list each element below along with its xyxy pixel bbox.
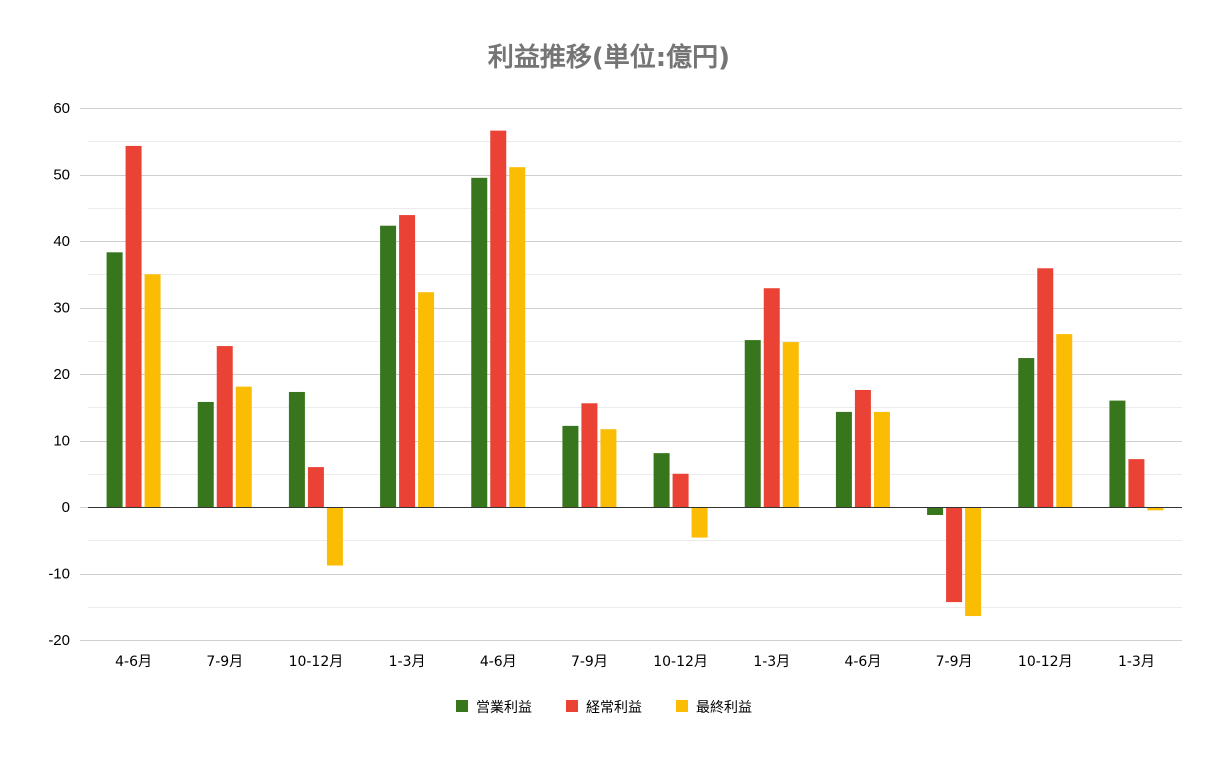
x-axis-ticks: 4-6月 7-9月 10-12月 1-3月 4-6月 7-9月 10-12月 1-3月 4-6月… bbox=[115, 654, 1155, 670]
bar-営業利益-11 bbox=[1109, 400, 1126, 507]
legend-swatch-1 bbox=[566, 700, 578, 712]
y-tick-label: 40 bbox=[53, 233, 70, 250]
bar-経常利益-0 bbox=[125, 145, 142, 507]
y-tick-label: 20 bbox=[53, 366, 70, 383]
bar-最終利益-7 bbox=[782, 342, 799, 507]
y-tick-label: -20 bbox=[48, 632, 70, 649]
bar-営業利益-10 bbox=[1018, 358, 1035, 507]
x-tick-label: 1-3月 bbox=[389, 654, 426, 670]
y-tick-label: 50 bbox=[53, 167, 70, 184]
y-tick-label: -10 bbox=[48, 566, 70, 583]
bar-営業利益-6 bbox=[653, 453, 670, 507]
bar-経常利益-9 bbox=[946, 507, 963, 603]
bar-経常利益-1 bbox=[216, 346, 233, 507]
bar-経常利益-6 bbox=[672, 473, 689, 507]
bar-営業利益-3 bbox=[380, 225, 397, 507]
bar-営業利益-2 bbox=[288, 391, 305, 507]
x-tick-label: 4-6月 bbox=[115, 654, 152, 670]
bar-経常利益-8 bbox=[854, 389, 871, 507]
chart-title: 利益推移(単位:億円) bbox=[488, 42, 730, 73]
bar-最終利益-3 bbox=[418, 292, 435, 507]
bar-営業利益-9 bbox=[927, 507, 944, 515]
x-tick-label: 10-12月 bbox=[653, 654, 708, 670]
bar-最終利益-8 bbox=[873, 411, 890, 507]
bar-最終利益-4 bbox=[509, 167, 526, 507]
x-tick-label: 1-3月 bbox=[1118, 654, 1155, 670]
bar-営業利益-5 bbox=[562, 425, 579, 507]
legend-label-1: 経常利益 bbox=[586, 700, 642, 716]
bar-営業利益-0 bbox=[106, 252, 123, 507]
bar-最終利益-1 bbox=[235, 386, 252, 507]
bar-経常利益-10 bbox=[1037, 268, 1054, 507]
bar-経常利益-5 bbox=[581, 403, 598, 507]
bar-経常利益-4 bbox=[490, 130, 507, 508]
grid-lines bbox=[80, 108, 1182, 641]
bars bbox=[106, 130, 1164, 617]
bar-最終利益-9 bbox=[965, 507, 982, 617]
legend-label-0: 営業利益 bbox=[476, 700, 532, 716]
x-tick-label: 1-3月 bbox=[753, 654, 790, 670]
bar-営業利益-8 bbox=[835, 411, 852, 507]
bar-営業利益-4 bbox=[471, 177, 488, 507]
legend: 営業利益 経常利益 最終利益 bbox=[456, 700, 752, 716]
legend-swatch-2 bbox=[676, 700, 688, 712]
x-tick-label: 4-6月 bbox=[480, 654, 517, 670]
bar-最終利益-10 bbox=[1056, 334, 1073, 507]
y-axis-ticks: -20 -10 0 10 20 30 40 50 60 bbox=[48, 100, 70, 649]
bar-最終利益-11 bbox=[1147, 507, 1164, 511]
bar-最終利益-0 bbox=[144, 274, 161, 507]
bar-最終利益-6 bbox=[691, 507, 708, 538]
bar-経常利益-3 bbox=[399, 215, 416, 507]
y-tick-label: 0 bbox=[62, 499, 70, 516]
y-tick-label: 30 bbox=[53, 300, 70, 317]
bar-最終利益-2 bbox=[326, 507, 343, 566]
bar-営業利益-1 bbox=[197, 401, 214, 507]
bar-最終利益-5 bbox=[600, 429, 617, 507]
y-tick-label: 60 bbox=[53, 100, 70, 117]
legend-swatch-0 bbox=[456, 700, 468, 712]
y-tick-label: 10 bbox=[53, 433, 70, 450]
bar-経常利益-11 bbox=[1128, 459, 1145, 507]
x-tick-label: 7-9月 bbox=[206, 654, 243, 670]
legend-label-2: 最終利益 bbox=[696, 700, 752, 716]
x-tick-label: 10-12月 bbox=[289, 654, 344, 670]
bar-経常利益-7 bbox=[763, 288, 780, 507]
x-tick-label: 7-9月 bbox=[936, 654, 973, 670]
bar-経常利益-2 bbox=[307, 467, 324, 507]
x-tick-label: 10-12月 bbox=[1018, 654, 1073, 670]
x-tick-label: 4-6月 bbox=[844, 654, 881, 670]
x-tick-label: 7-9月 bbox=[571, 654, 608, 670]
bar-営業利益-7 bbox=[744, 340, 761, 507]
